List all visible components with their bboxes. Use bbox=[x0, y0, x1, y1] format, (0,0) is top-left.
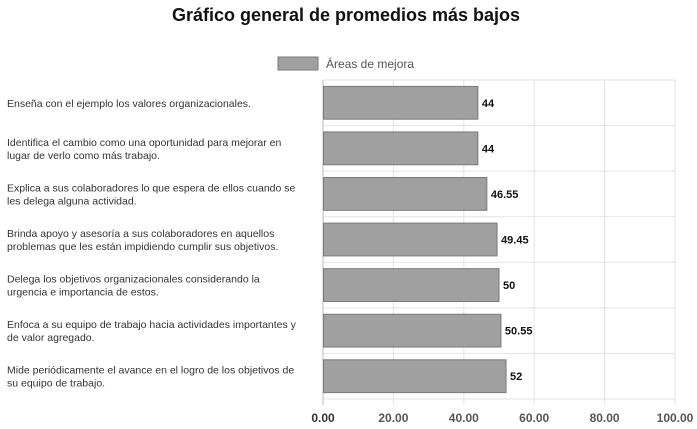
legend-swatch bbox=[277, 56, 319, 71]
category-label-line: Enseña con el ejemplo los valores organi… bbox=[7, 98, 251, 110]
category-label-line: Brinda apoyo y asesoría a sus colaborado… bbox=[7, 228, 274, 240]
category-label-line: problemas que les están impidiendo cumpl… bbox=[7, 241, 278, 253]
category-label-line: de valor agregado. bbox=[7, 332, 95, 344]
legend-label: Áreas de mejora bbox=[326, 56, 414, 71]
x-tick-label: 100.00 bbox=[657, 411, 694, 425]
x-tick-label: 80.00 bbox=[590, 411, 620, 425]
category-label-line: Mide periódicamente el avance en el logr… bbox=[7, 365, 294, 377]
category-label: Identifica el cambio como una oportunida… bbox=[7, 137, 281, 162]
category-label-line: su equipo de trabajo. bbox=[7, 378, 105, 390]
bar-value-label: 44 bbox=[482, 98, 495, 110]
category-label-line: Enfoca a su equipo de trabajo hacia acti… bbox=[7, 319, 297, 331]
bars bbox=[323, 85, 507, 394]
chart-title: Gráfico general de promedios más bajos bbox=[172, 5, 520, 25]
category-label-line: Explica a sus colaboradores lo que esper… bbox=[7, 182, 296, 194]
x-tick-label: 20.00 bbox=[378, 411, 408, 425]
bar-value-label: 50.55 bbox=[505, 326, 533, 338]
category-label: Mide periódicamente el avance en el logr… bbox=[7, 365, 294, 390]
category-label: Enfoca a su equipo de trabajo hacia acti… bbox=[7, 319, 297, 344]
bar bbox=[323, 268, 500, 302]
category-label: Explica a sus colaboradores lo que esper… bbox=[7, 182, 296, 207]
x-tick-label: 40.00 bbox=[449, 411, 479, 425]
category-label-line: lugar de verlo como más trabajo. bbox=[7, 150, 160, 162]
bar bbox=[323, 359, 507, 394]
bar bbox=[323, 85, 479, 120]
x-tick-label: 60.00 bbox=[519, 411, 549, 425]
category-label-line: Identifica el cambio como una oportunida… bbox=[7, 137, 281, 149]
legend: Áreas de mejora bbox=[277, 56, 414, 71]
bar-value-label: 52 bbox=[510, 371, 522, 383]
bar bbox=[323, 131, 479, 166]
bar bbox=[323, 177, 488, 211]
bar-value-label: 49.45 bbox=[501, 235, 529, 247]
x-axis-ticks: 0.00 20.00 40.00 60.00 80.00 100.00 bbox=[311, 411, 693, 425]
bar bbox=[323, 313, 502, 348]
category-labels: Enseña con el ejemplo los valores organi… bbox=[7, 98, 297, 390]
category-label: Brinda apoyo y asesoría a sus colaborado… bbox=[7, 228, 278, 253]
bar-value-label: 46.55 bbox=[491, 189, 519, 201]
category-label: Delega los objetivos organizacionales co… bbox=[7, 274, 260, 299]
x-tick-label: 0.00 bbox=[311, 411, 335, 425]
category-label-line: Delega los objetivos organizacionales co… bbox=[7, 274, 260, 286]
category-label: Enseña con el ejemplo los valores organi… bbox=[7, 98, 251, 110]
value-labels: 44 44 46.55 49.45 50 50.55 52 bbox=[482, 98, 533, 383]
category-label-line: urgencia e importancia de estos. bbox=[7, 287, 159, 299]
category-label-line: les delega alguna actividad. bbox=[7, 195, 137, 207]
bar-value-label: 50 bbox=[503, 280, 515, 292]
bar-value-label: 44 bbox=[482, 143, 495, 155]
bar bbox=[323, 222, 498, 257]
